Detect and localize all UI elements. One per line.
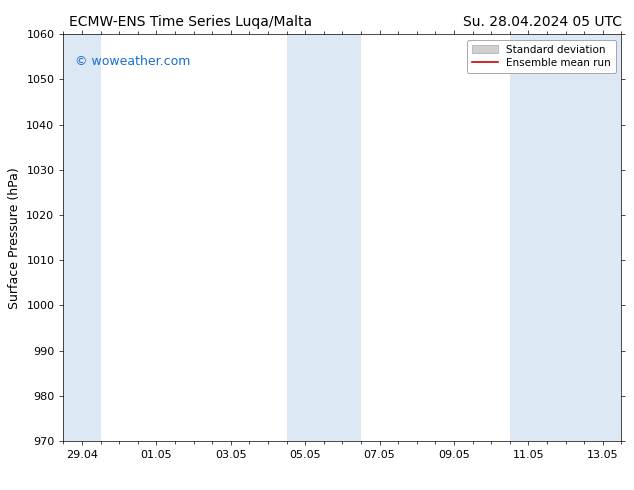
Bar [63,34,101,441]
Text: © woweather.com: © woweather.com [75,54,190,68]
Bar [287,34,361,441]
Legend: Standard deviation, Ensemble mean run: Standard deviation, Ensemble mean run [467,40,616,73]
Text: Su. 28.04.2024 05 UTC: Su. 28.04.2024 05 UTC [463,15,622,29]
Bar [510,34,621,441]
Text: ECMW-ENS Time Series Luqa/Malta: ECMW-ENS Time Series Luqa/Malta [68,15,312,29]
Y-axis label: Surface Pressure (hPa): Surface Pressure (hPa) [8,167,21,309]
